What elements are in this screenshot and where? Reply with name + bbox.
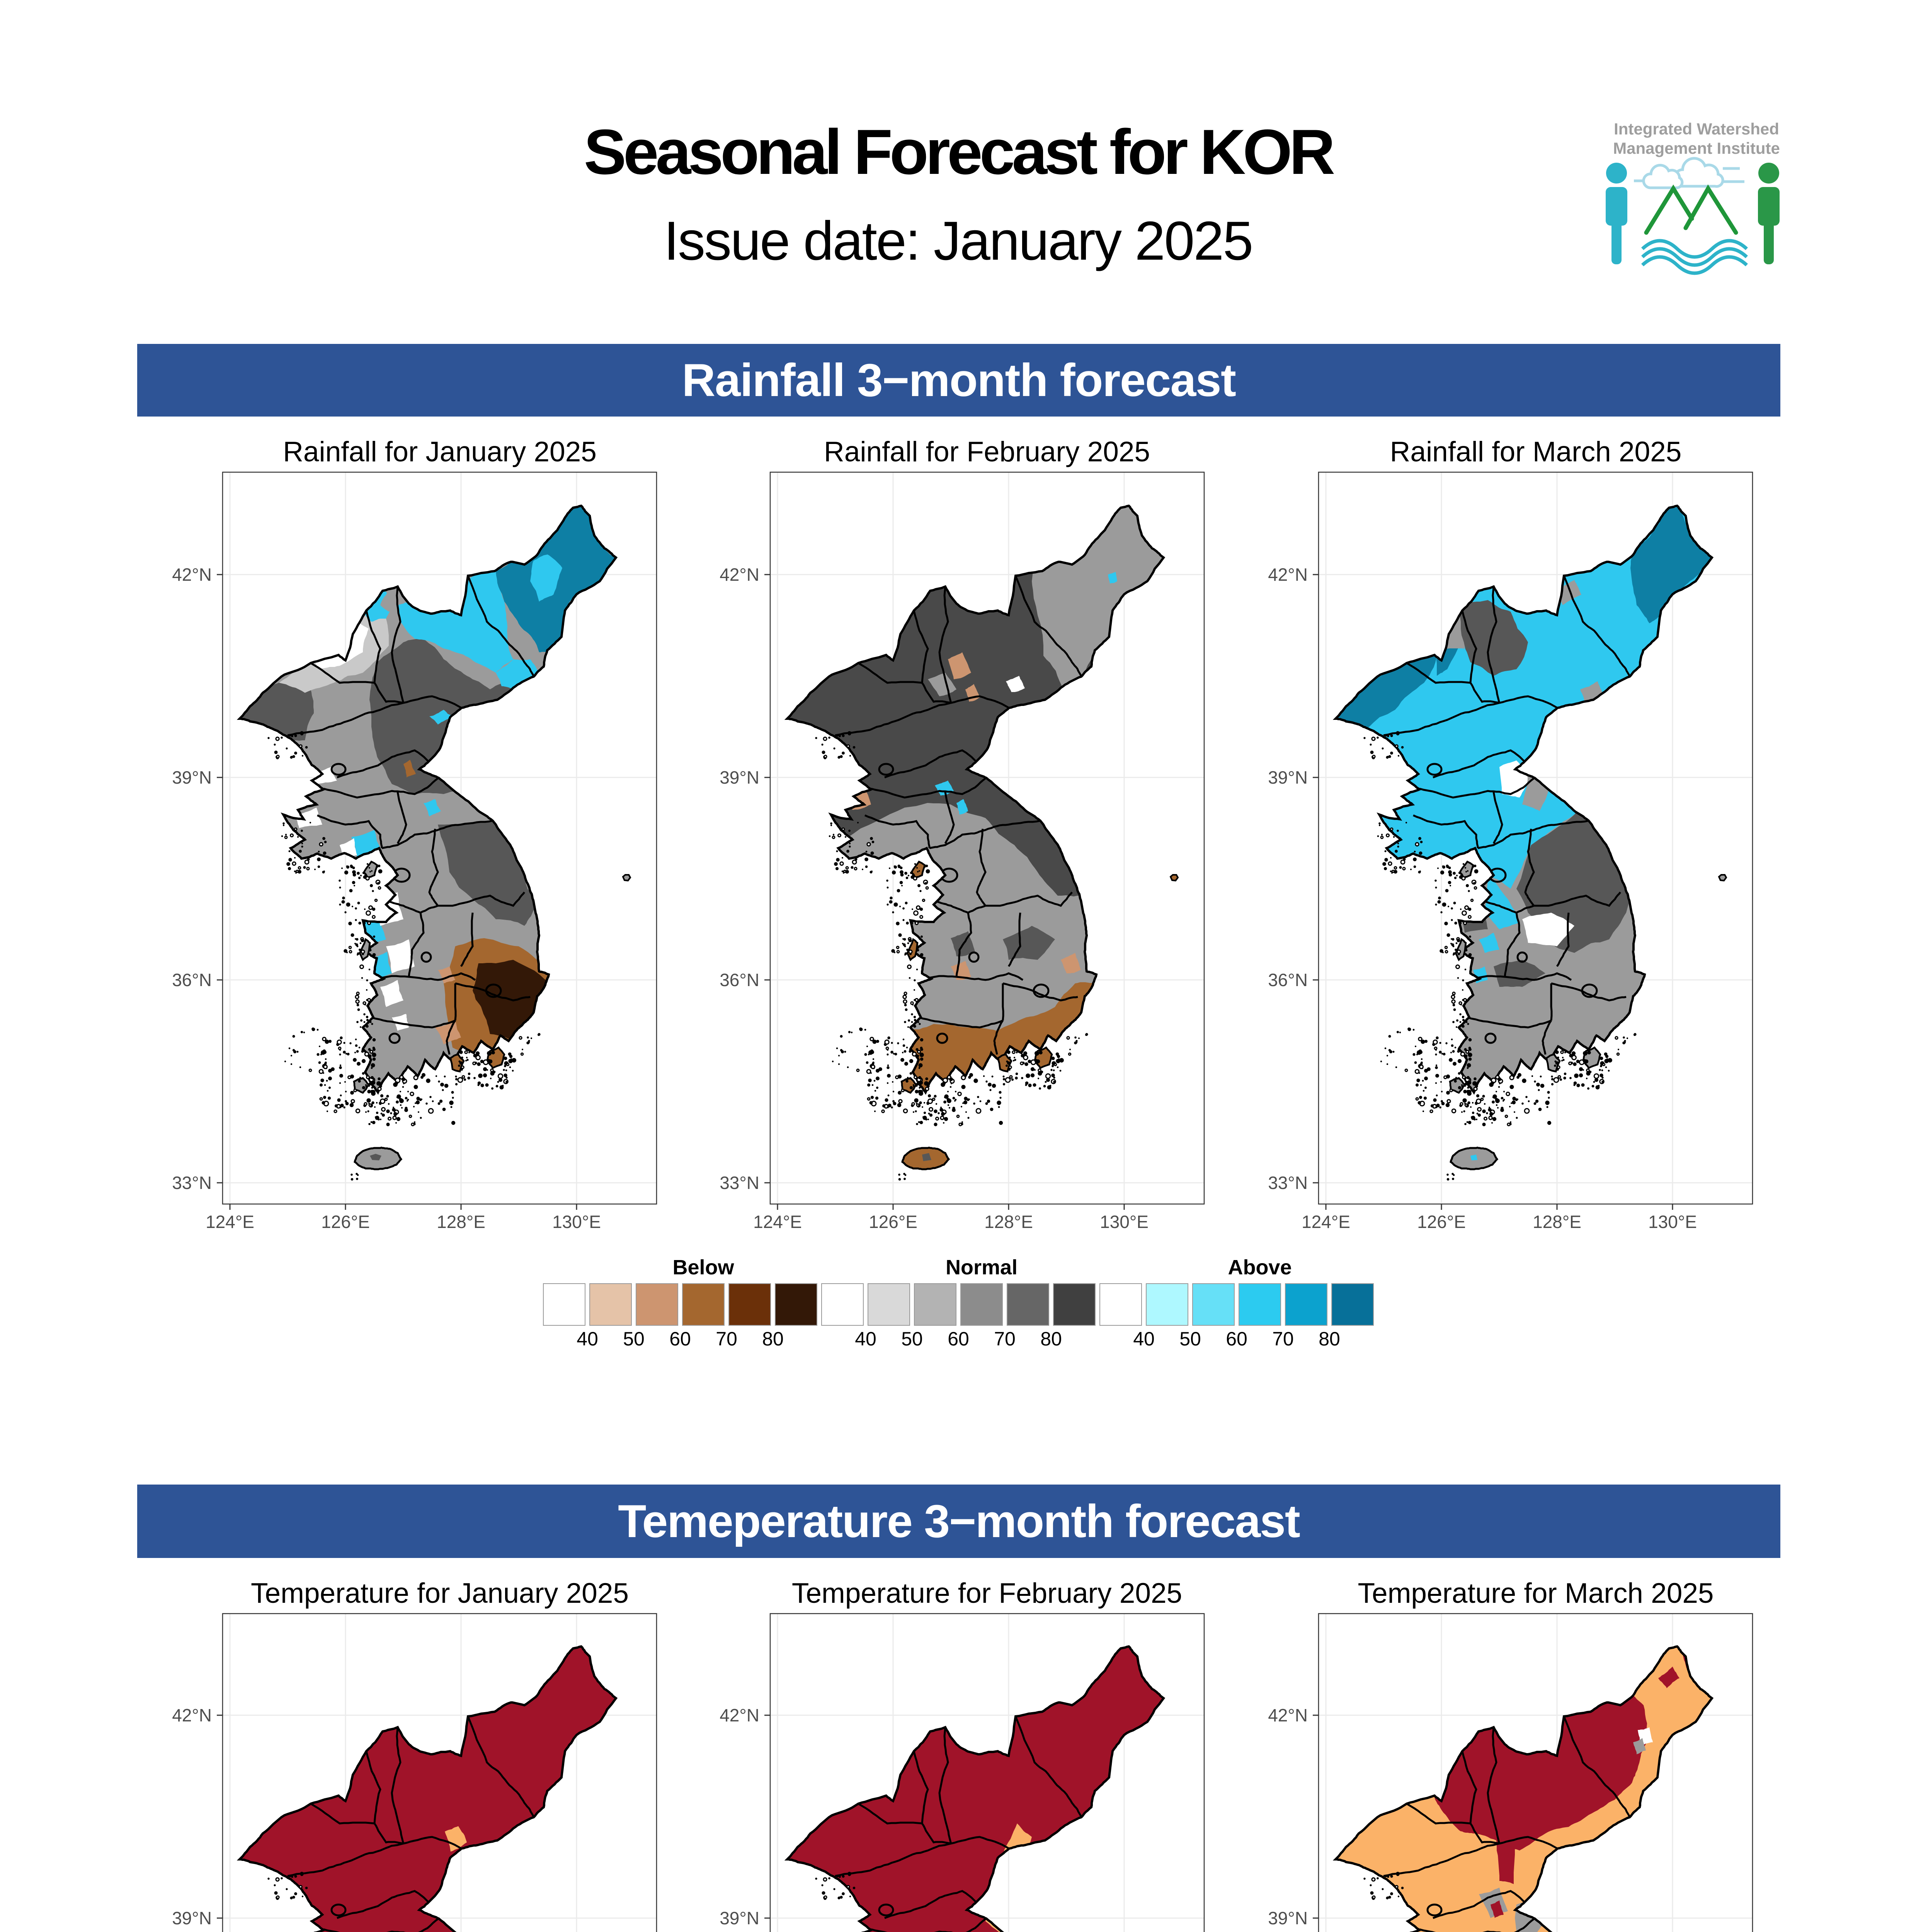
svg-text:42°N: 42°N	[172, 565, 212, 585]
svg-text:70: 70	[716, 1328, 737, 1350]
svg-text:42°N: 42°N	[1268, 1705, 1308, 1725]
svg-text:130°E: 130°E	[1100, 1212, 1149, 1232]
svg-text:42°N: 42°N	[720, 1705, 759, 1725]
svg-text:128°E: 128°E	[437, 1212, 485, 1232]
svg-text:80: 80	[762, 1328, 784, 1350]
svg-text:33°N: 33°N	[720, 1173, 759, 1193]
svg-text:124°E: 124°E	[1302, 1212, 1350, 1232]
svg-text:128°E: 128°E	[984, 1212, 1033, 1232]
svg-text:39°N: 39°N	[720, 767, 759, 787]
svg-text:40: 40	[577, 1328, 598, 1350]
svg-text:33°N: 33°N	[172, 1173, 212, 1193]
svg-text:39°N: 39°N	[720, 1908, 759, 1928]
svg-text:Integrated Watershed: Integrated Watershed	[1614, 120, 1779, 138]
svg-text:50: 50	[1179, 1328, 1201, 1350]
svg-text:36°N: 36°N	[1268, 970, 1308, 990]
svg-text:42°N: 42°N	[172, 1705, 212, 1725]
svg-text:70: 70	[994, 1328, 1016, 1350]
svg-text:60: 60	[1226, 1328, 1247, 1350]
svg-text:60: 60	[669, 1328, 691, 1350]
svg-text:126°E: 126°E	[869, 1212, 917, 1232]
svg-text:39°N: 39°N	[1268, 767, 1308, 787]
svg-text:Rainfall for February 2025: Rainfall for February 2025	[824, 436, 1150, 468]
svg-text:Normal: Normal	[946, 1256, 1018, 1279]
svg-text:Temperature for January 2025: Temperature for January 2025	[251, 1578, 629, 1609]
svg-text:42°N: 42°N	[1268, 565, 1308, 585]
svg-text:70: 70	[1272, 1328, 1294, 1350]
svg-text:36°N: 36°N	[720, 970, 759, 990]
svg-text:128°E: 128°E	[1533, 1212, 1581, 1232]
svg-text:40: 40	[1133, 1328, 1155, 1350]
svg-text:124°E: 124°E	[753, 1212, 802, 1232]
svg-text:126°E: 126°E	[321, 1212, 370, 1232]
svg-text:39°N: 39°N	[172, 1908, 212, 1928]
svg-text:Temperature for February 2025: Temperature for February 2025	[792, 1578, 1182, 1609]
svg-text:126°E: 126°E	[1417, 1212, 1466, 1232]
svg-text:130°E: 130°E	[552, 1212, 601, 1232]
svg-text:50: 50	[901, 1328, 923, 1350]
svg-text:Rainfall for January 2025: Rainfall for January 2025	[283, 436, 597, 468]
svg-text:39°N: 39°N	[172, 767, 212, 787]
svg-text:Below: Below	[672, 1256, 734, 1279]
svg-text:Rainfall for March 2025: Rainfall for March 2025	[1390, 436, 1682, 468]
svg-text:80: 80	[1040, 1328, 1062, 1350]
svg-text:39°N: 39°N	[1268, 1908, 1308, 1928]
svg-text:40: 40	[855, 1328, 876, 1350]
svg-text:60: 60	[948, 1328, 969, 1350]
svg-text:80: 80	[1319, 1328, 1340, 1350]
svg-text:124°E: 124°E	[206, 1212, 254, 1232]
svg-text:Above: Above	[1228, 1256, 1292, 1279]
svg-text:42°N: 42°N	[720, 565, 759, 585]
svg-text:33°N: 33°N	[1268, 1173, 1308, 1193]
svg-text:36°N: 36°N	[172, 970, 212, 990]
svg-text:130°E: 130°E	[1648, 1212, 1697, 1232]
svg-text:Temperature for March 2025: Temperature for March 2025	[1358, 1578, 1714, 1609]
svg-text:50: 50	[623, 1328, 645, 1350]
svg-text:Management Institute: Management Institute	[1613, 139, 1780, 157]
